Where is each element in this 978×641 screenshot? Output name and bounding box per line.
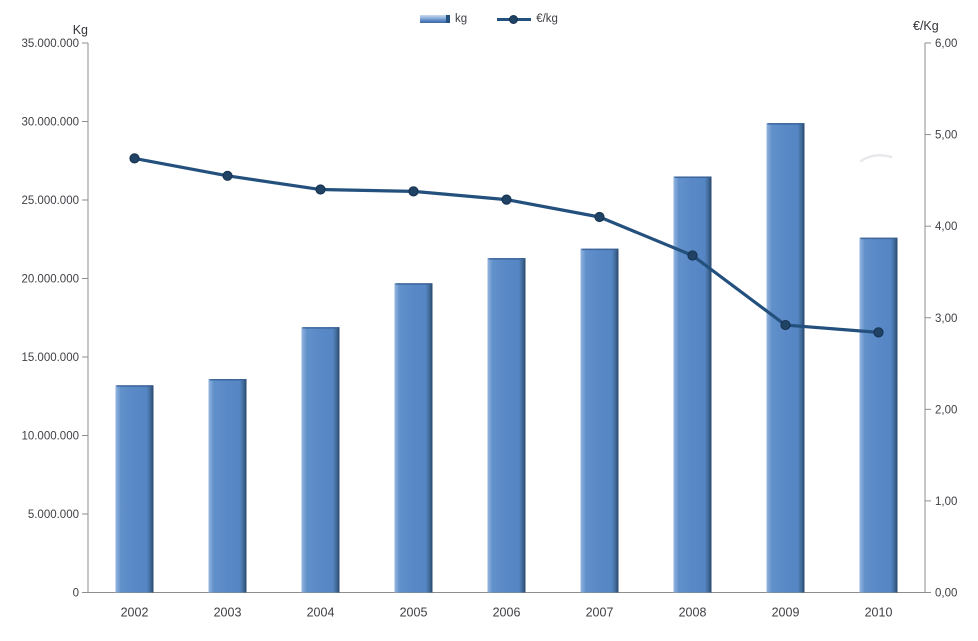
line-marker-2007 <box>594 211 605 223</box>
category-label: 2010 <box>865 606 893 620</box>
left-axis-tick-label: 15.000.000 <box>21 352 79 364</box>
category-label: 2004 <box>307 606 335 620</box>
line-marker-2009 <box>780 319 791 331</box>
left-axis-tick-label: 35.000.000 <box>21 38 79 50</box>
bar-2006 <box>487 258 526 593</box>
line-series-swatch-icon <box>497 14 532 24</box>
left-axis-tick-label: 25.000.000 <box>21 195 79 207</box>
legend-label-kg: kg <box>455 13 468 25</box>
right-axis-tick-label: 3,00 <box>935 313 957 325</box>
category-label: 2009 <box>772 606 800 620</box>
category-label: 2006 <box>493 606 521 620</box>
right-axis-tick-label: 4,00 <box>935 221 957 233</box>
left-axis-tick-label: 0 <box>73 588 79 600</box>
bar-2007 <box>580 248 619 593</box>
right-axis-tick-label: 2,00 <box>935 404 957 416</box>
category-label: 2003 <box>214 606 242 620</box>
left-axis-title: Kg <box>72 23 88 37</box>
legend-item-eur-per-kg: €/kg <box>497 13 558 25</box>
right-axis-tick-label: 0,00 <box>935 588 957 600</box>
left-axis-tick-label: 30.000.000 <box>21 117 79 129</box>
bar-2008 <box>673 176 712 593</box>
bar-series-swatch-icon <box>420 15 451 23</box>
watermark-artifact <box>859 153 893 163</box>
legend-item-kg: kg <box>420 13 467 25</box>
legend-label-eur-per-kg: €/kg <box>536 13 558 25</box>
bar-2010 <box>859 237 898 593</box>
bar-2004 <box>301 327 340 593</box>
bar-2005 <box>394 283 433 593</box>
category-label: 2005 <box>400 606 428 620</box>
line-marker-2006 <box>501 194 512 205</box>
bar-2002 <box>115 385 154 593</box>
line-marker-2004 <box>315 184 326 195</box>
line-marker-2010 <box>873 327 884 338</box>
left-axis-tick-label: 10.000.000 <box>21 431 79 443</box>
category-label: 2002 <box>121 606 149 620</box>
right-axis-tick-label: 1,00 <box>935 496 957 508</box>
category-label: 2008 <box>679 606 707 620</box>
right-axis-tick-label: 6,00 <box>935 38 957 50</box>
left-axis-tick-label: 5.000.000 <box>28 509 79 521</box>
bar-2009 <box>766 123 805 593</box>
left-axis-tick-label: 20.000.000 <box>21 274 79 286</box>
bar-2003 <box>208 378 247 593</box>
line-marker-2003 <box>222 170 233 181</box>
right-axis-title: €/Kg <box>913 19 939 33</box>
category-label: 2007 <box>586 606 614 620</box>
line-marker-2002 <box>129 153 140 164</box>
line-marker-2005 <box>408 186 419 197</box>
right-axis-tick-label: 5,00 <box>935 130 957 142</box>
chart-legend: kg €/kg <box>0 9 978 29</box>
line-marker-2008 <box>687 250 698 261</box>
